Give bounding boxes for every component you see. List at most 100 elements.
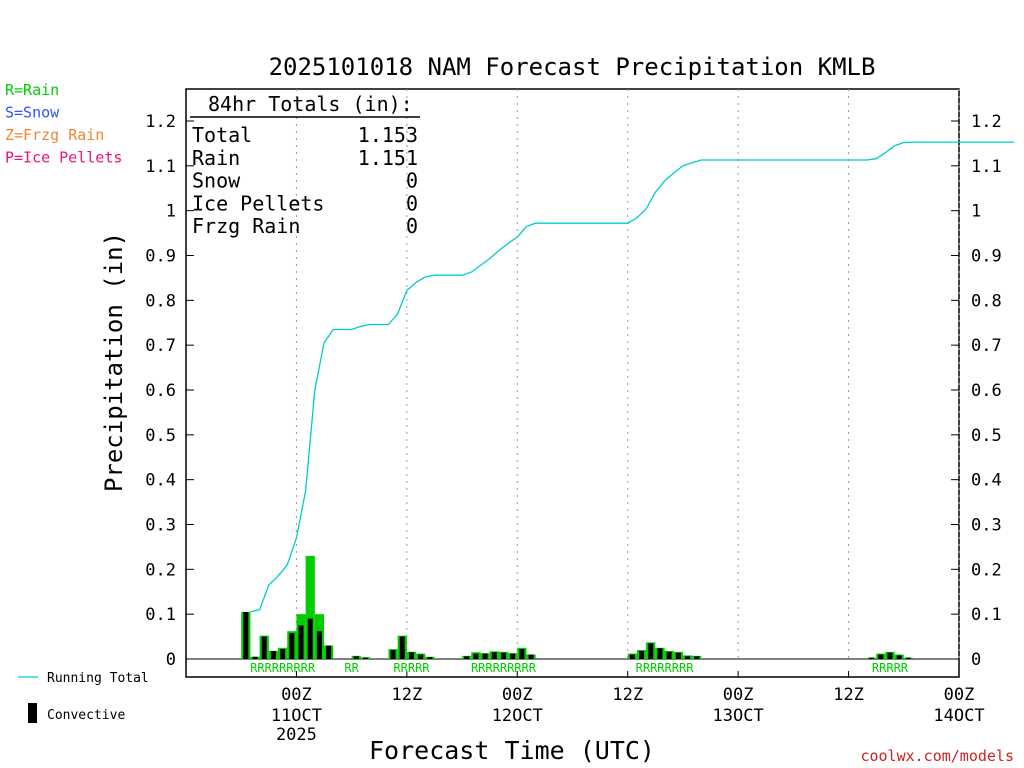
- rain-marker: RRRRRRRRR: [471, 661, 537, 675]
- convective-bar: [399, 636, 405, 659]
- y-tick-label-right: 1.1: [971, 157, 1002, 177]
- y-tick-label-right: 1.2: [971, 112, 1002, 132]
- totals-value: 0: [406, 169, 418, 193]
- type-key-item: R=Rain: [5, 81, 59, 99]
- x-tick-label: 12Z: [612, 685, 643, 705]
- totals-label: Snow: [192, 169, 241, 193]
- y-tick-label: 1.2: [145, 112, 176, 132]
- rain-marker: RRRRRRRR: [636, 661, 695, 675]
- y-tick-label-right: 0.9: [971, 247, 1002, 267]
- y-axis-right: 0 0.1 0.2 0.3 0.4 0.5 0.6 0.7 0.8 0.9 1 1.1 1.2: [951, 112, 1002, 670]
- convective-bar: [685, 656, 691, 659]
- convective-bar: [280, 649, 286, 659]
- y-tick-label: 0: [166, 650, 176, 670]
- totals-value: 1.153: [358, 123, 418, 147]
- y-axis-left: 0 0.1 0.2 0.3 0.4 0.5 0.6 0.7 0.8 0.9 1 1.1 1.2: [145, 112, 194, 670]
- convective-bar: [528, 654, 534, 659]
- convective-bar: [252, 656, 258, 659]
- convective-bar: [362, 657, 368, 659]
- convective-bar: [316, 631, 322, 659]
- convective-bar: [464, 656, 470, 659]
- totals-value: 1.151: [358, 146, 418, 170]
- convective-bar: [243, 611, 249, 659]
- y-tick-label: 0.8: [145, 291, 176, 311]
- x-tick-date: 13OCT: [713, 706, 764, 726]
- totals-label: Total: [192, 123, 252, 147]
- convective-bar: [675, 652, 681, 659]
- x-tick-label: 00Z: [944, 685, 975, 705]
- x-tick-label: 00Z: [723, 685, 754, 705]
- x-tick-date: 14OCT: [933, 706, 984, 726]
- convective-bar: [500, 652, 506, 659]
- totals-value: 0: [406, 191, 418, 215]
- y-tick-label: 0.7: [145, 336, 176, 356]
- y-axis-title: Precipitation (in): [100, 232, 128, 492]
- totals-heading: 84hr Totals (in):: [208, 92, 413, 116]
- y-tick-label: 0.2: [145, 560, 176, 580]
- y-tick-label: 1: [166, 202, 176, 222]
- x-tick-date: 11OCT: [271, 706, 322, 726]
- convective-bar: [418, 654, 424, 659]
- type-key-item: S=Snow: [5, 104, 60, 122]
- convective-bar: [298, 625, 304, 659]
- y-tick-label-right: 0.7: [971, 336, 1002, 356]
- y-tick-label-right: 0: [971, 650, 981, 670]
- y-tick-label: 0.3: [145, 516, 176, 536]
- x-tick-date: 12OCT: [492, 706, 543, 726]
- totals-label: Ice Pellets: [192, 191, 324, 215]
- convective-legend-swatch: [28, 703, 37, 723]
- precip-bars: [241, 555, 913, 659]
- footer-credit: coolwx.com/models: [860, 747, 1014, 765]
- y-tick-label-right: 0.5: [971, 426, 1002, 446]
- running-total-legend-label: Running Total: [47, 671, 149, 686]
- totals-box: 84hr Totals (in): Total 1.153 Rain 1.151 Sno…: [190, 92, 420, 238]
- convective-bar: [408, 652, 414, 659]
- running-total-line: [250, 141, 1015, 613]
- convective-bar: [666, 651, 672, 659]
- y-tick-label-right: 0.8: [971, 291, 1002, 311]
- convective-legend-label: Convective: [47, 708, 125, 723]
- rain-marker: RRRRR: [872, 661, 909, 675]
- x-tick-label: 00Z: [502, 685, 533, 705]
- convective-bar: [657, 648, 663, 659]
- type-key-item: P=Ice Pellets: [5, 149, 122, 167]
- convective-bar: [473, 653, 479, 659]
- y-tick-label-right: 0.1: [971, 605, 1002, 625]
- convective-bar: [648, 643, 654, 659]
- convective-bar: [887, 652, 893, 659]
- convective-bar: [905, 657, 911, 659]
- convective-bar: [307, 618, 313, 659]
- y-tick-label: 0.1: [145, 605, 176, 625]
- y-tick-label: 0.4: [145, 471, 176, 491]
- convective-bar: [896, 655, 902, 659]
- convective-bar: [353, 656, 359, 659]
- convective-bar: [482, 653, 488, 659]
- y-tick-label-right: 0.4: [971, 471, 1002, 491]
- x-tick-year: 2025: [276, 725, 317, 745]
- y-tick-label: 0.6: [145, 381, 176, 401]
- rain-marker: RRRRR: [393, 661, 430, 675]
- y-tick-label-right: 0.6: [971, 381, 1002, 401]
- convective-bar: [878, 654, 884, 659]
- convective-bar: [270, 650, 276, 659]
- y-tick-label-right: 0.2: [971, 560, 1002, 580]
- y-tick-label: 0.9: [145, 247, 176, 267]
- convective-bar: [427, 657, 433, 659]
- y-tick-label: 0.5: [145, 426, 176, 446]
- convective-bar: [694, 656, 700, 659]
- convective-bar: [629, 654, 635, 659]
- x-tick-label: 00Z: [281, 685, 312, 705]
- totals-label: Rain: [192, 146, 240, 170]
- rain-marker: RR: [344, 661, 359, 675]
- convective-bar: [510, 653, 516, 659]
- x-tick-label: 12Z: [391, 685, 422, 705]
- y-tick-label-right: 1: [971, 202, 981, 222]
- convective-bar: [326, 645, 332, 659]
- convective-bar: [390, 650, 396, 659]
- convective-bar: [491, 652, 497, 659]
- convective-bar: [639, 650, 645, 659]
- x-tick-label: 12Z: [833, 685, 864, 705]
